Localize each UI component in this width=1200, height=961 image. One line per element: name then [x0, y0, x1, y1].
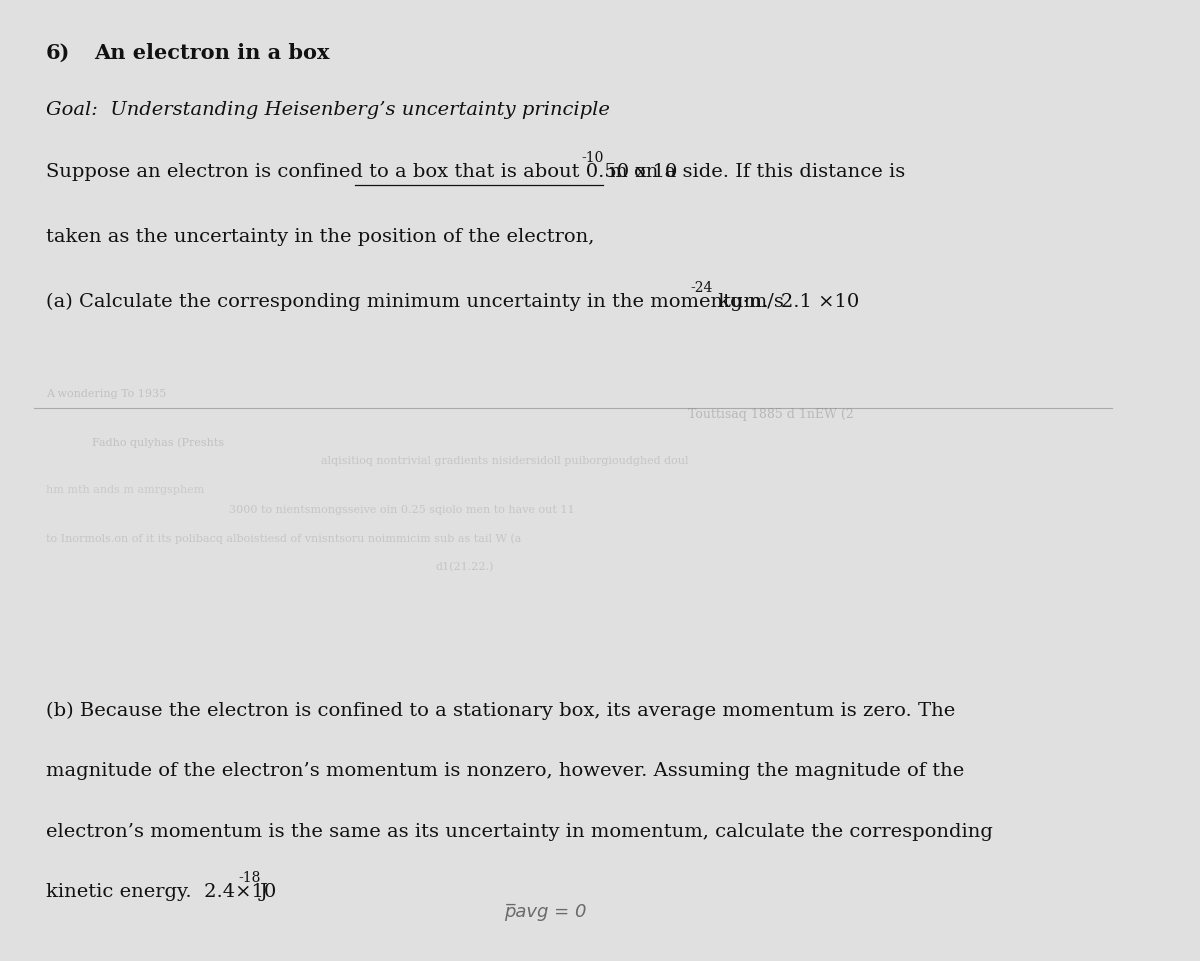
Text: A wondering To 1935: A wondering To 1935 [46, 389, 166, 399]
Text: -24: -24 [690, 281, 713, 295]
Text: kinetic energy.  2.4×10: kinetic energy. 2.4×10 [46, 883, 276, 901]
Text: 3000 to nientsmongsseive oin 0.25 sqiolo men to have out 11: 3000 to nientsmongsseive oin 0.25 sqiolo… [229, 505, 575, 514]
Text: to Inormols.on of it its polibacq alboistiesd of vnisntsoru noimmicim sub as tai: to Inormols.on of it its polibacq albois… [46, 533, 521, 544]
Text: An electron in a box: An electron in a box [94, 43, 330, 63]
Text: 6): 6) [46, 43, 71, 63]
Text: Suppose an electron is confined to a box that is about 0.50 x 10: Suppose an electron is confined to a box… [46, 163, 677, 182]
Text: m on a side. If this distance is: m on a side. If this distance is [602, 163, 905, 182]
Text: -18: -18 [239, 871, 260, 885]
Text: electron’s momentum is the same as its uncertainty in momentum, calculate the co: electron’s momentum is the same as its u… [46, 823, 992, 841]
Text: -10: -10 [581, 151, 604, 165]
Text: p̅avg = 0: p̅avg = 0 [504, 903, 587, 922]
Text: alqisitioq nontrivial gradients nisidersidoll puiborgioudghed doul: alqisitioq nontrivial gradients nisiders… [320, 456, 689, 466]
Text: kg·m/s: kg·m/s [712, 293, 784, 311]
Text: (a) Calculate the corresponding minimum uncertainty in the momentum.  2.1 ×10: (a) Calculate the corresponding minimum … [46, 293, 859, 311]
Text: Goal:  Understanding Heisenberg’s uncertainty principle: Goal: Understanding Heisenberg’s uncerta… [46, 101, 610, 119]
Text: hm mth ands m amrgsphem: hm mth ands m amrgsphem [46, 485, 204, 495]
Text: d1(21.22.): d1(21.22.) [436, 562, 494, 573]
Text: J: J [260, 883, 268, 901]
Text: (b) Because the electron is confined to a stationary box, its average momentum i: (b) Because the electron is confined to … [46, 702, 955, 720]
Text: Touttisaq 1885 d 1nEW (2: Touttisaq 1885 d 1nEW (2 [688, 408, 853, 422]
Text: Fadho qulyhas (Preshts: Fadho qulyhas (Preshts [91, 437, 223, 448]
Text: taken as the uncertainty in the position of the electron,: taken as the uncertainty in the position… [46, 228, 594, 246]
Text: magnitude of the electron’s momentum is nonzero, however. Assuming the magnitude: magnitude of the electron’s momentum is … [46, 762, 964, 780]
